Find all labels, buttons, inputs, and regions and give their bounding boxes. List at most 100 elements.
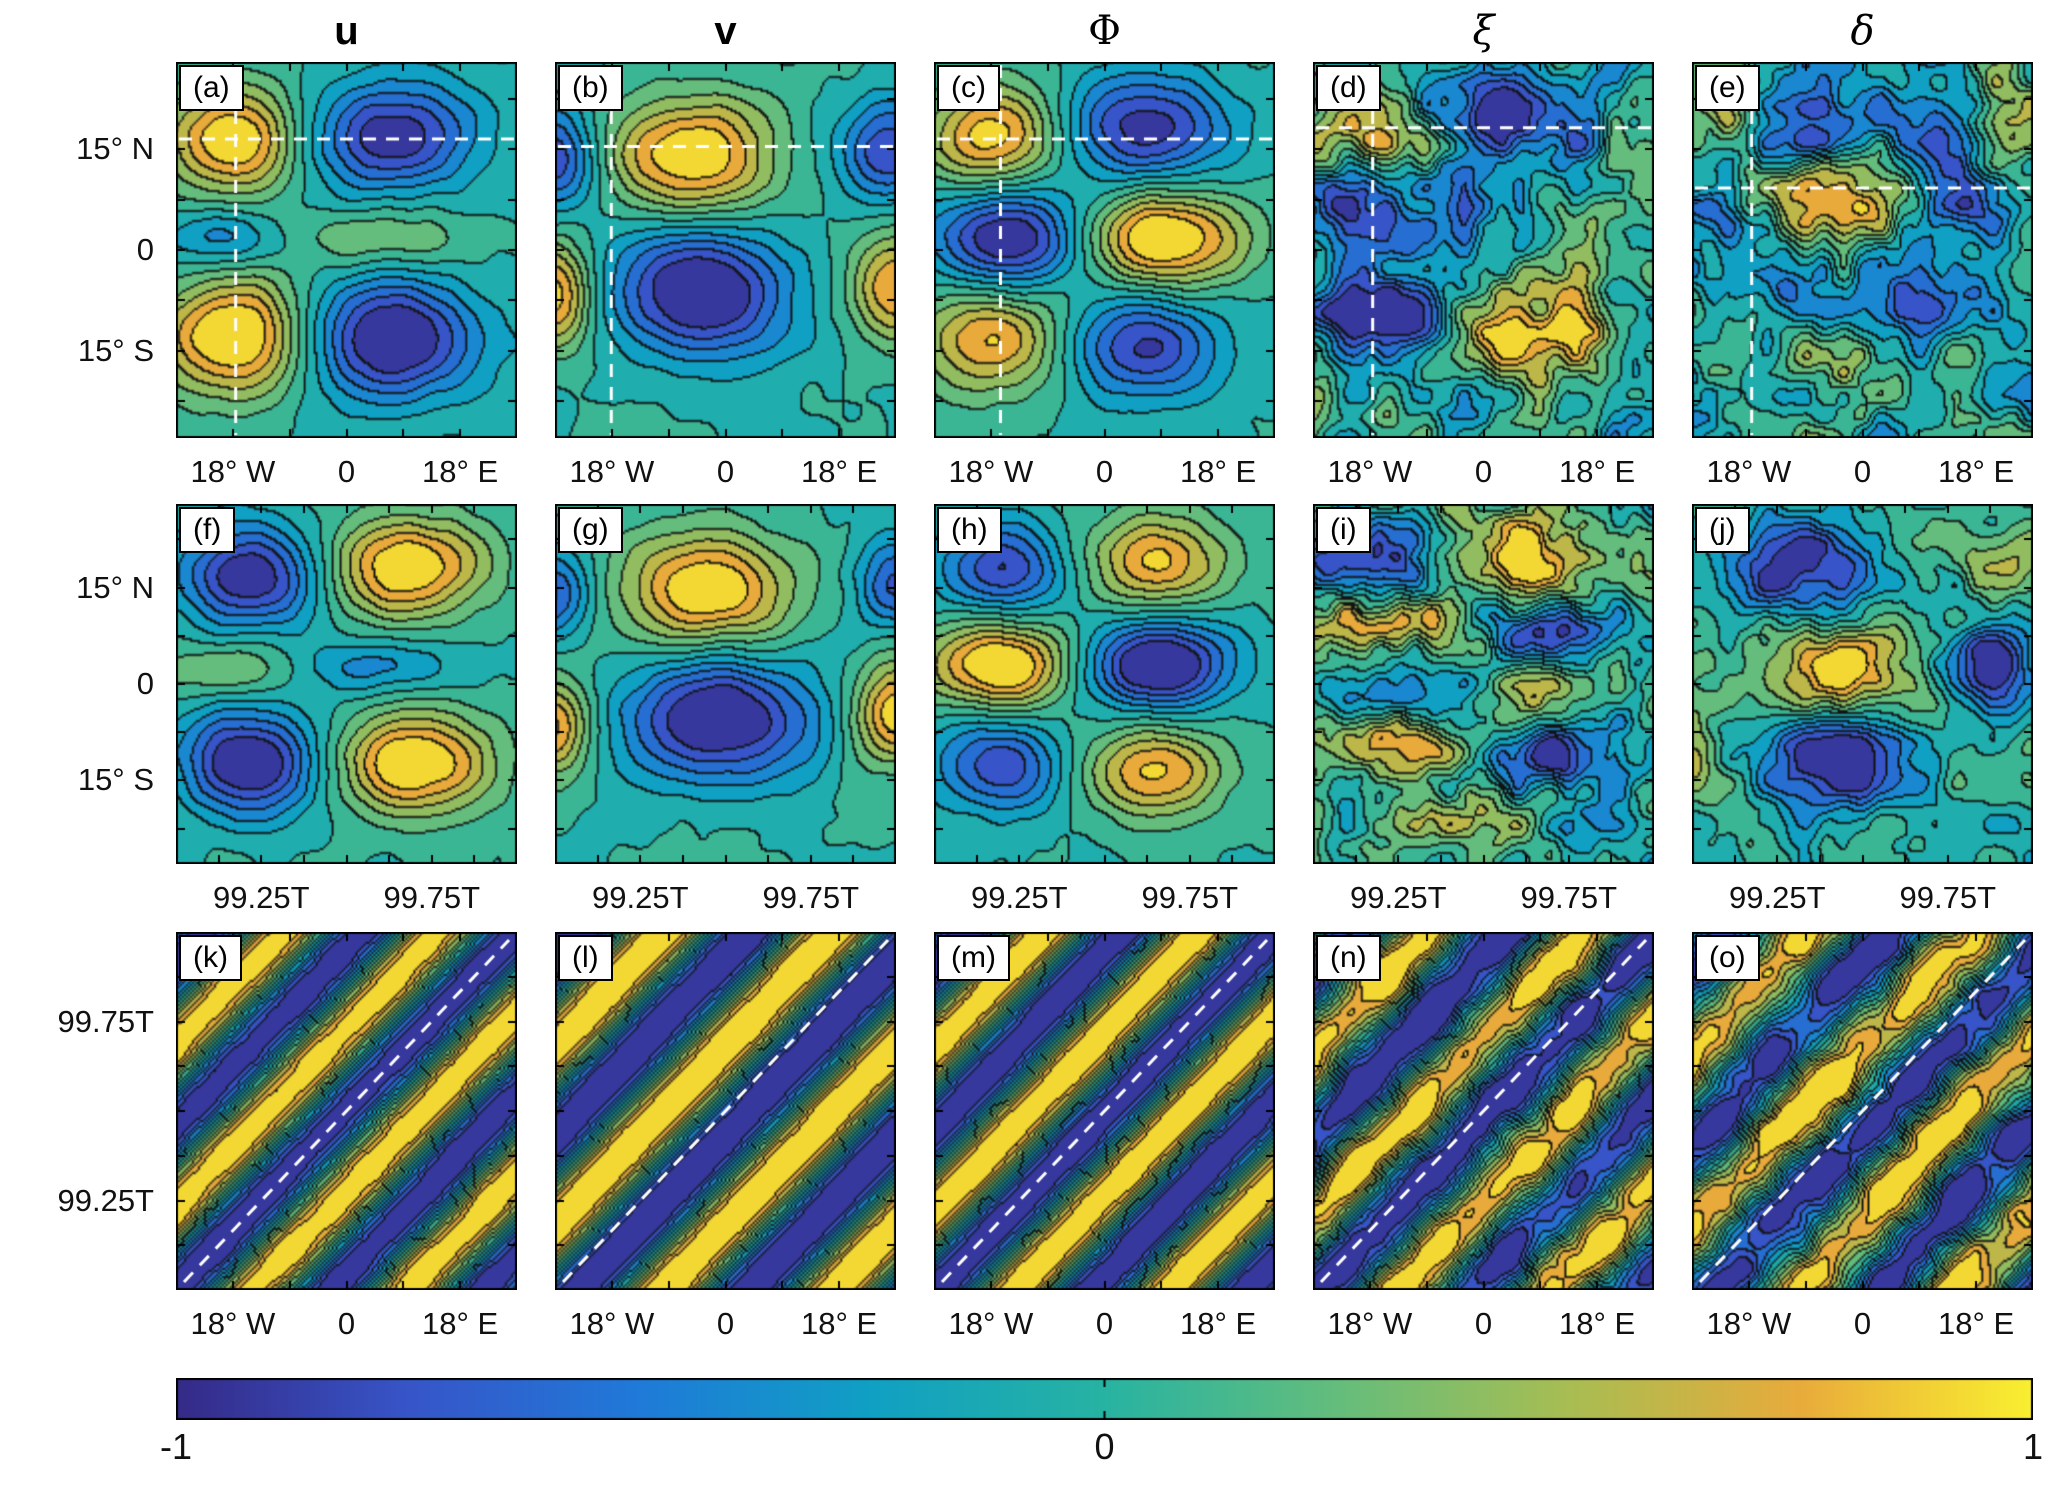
x-tick-labels: 18° W 0 18° E [1313,438,1654,504]
panel-m: (m) 18° W 0 18° E [934,932,1275,1354]
panel-tag-label: (i) [1316,507,1371,553]
x-tick-labels: 99.25T 99.75T [176,864,517,932]
contour-plot-canvas [1692,932,2033,1290]
x-tick-label: 18° E [800,454,878,489]
x-tick-label: 18° W [569,1306,655,1341]
panel-tag-label: (k) [179,935,242,981]
x-tick-label: 18° W [190,1306,276,1341]
x-tick-label: 18° E [421,1306,499,1341]
x-tick-label: 0 [1095,454,1114,489]
x-tick-labels: 99.25T 99.75T [555,864,896,932]
column-header-xi: ξ [1472,8,1495,54]
panel-tag-label: (h) [937,507,1002,553]
contour-plot-canvas [934,504,1275,864]
panel-n: (n) 18° W 0 18° E [1313,932,1654,1354]
x-tick-label: 0 [716,454,735,489]
x-tick-label: 0 [1095,1306,1114,1341]
colorbar-min-label: -1 [159,1426,193,1467]
x-tick-labels: 18° W 0 18° E [1692,1290,2033,1354]
x-tick-label: 18° W [1327,1306,1413,1341]
x-tick-label: 18° W [1706,454,1792,489]
x-tick-label: 18° E [800,1306,878,1341]
colorbar-labels: -1 0 1 [160,1420,2043,1474]
panel-g: (g) 99.25T 99.75T [555,504,896,932]
contour-plot-canvas [1313,932,1654,1290]
panel-f: (f) 99.25T 99.75T [176,504,517,932]
panel-o: (o) 18° W 0 18° E [1692,932,2033,1354]
panel-tag-label: (j) [1695,507,1750,553]
panel-i: (i) 99.25T 99.75T [1313,504,1654,932]
panel-tag-label: (o) [1695,935,1760,981]
x-tick-label: 18° E [421,454,499,489]
panel-b: (b) 18° W 0 18° E [555,62,896,504]
y-tick-label: 99.25T [57,1182,154,1218]
x-tick-label: 18° W [1706,1306,1792,1341]
x-tick-label: 18° E [1179,454,1257,489]
x-tick-labels: 18° W 0 18° E [1692,438,2033,504]
x-tick-label: 99.25T [1349,880,1447,915]
x-tick-labels: 18° W 0 18° E [934,1290,1275,1354]
contour-plot-canvas [1313,62,1654,438]
x-tick-label: 99.25T [1728,880,1826,915]
x-tick-label: 99.25T [212,880,310,915]
panel-j: (j) 99.25T 99.75T [1692,504,2033,932]
contour-plot-canvas [176,932,517,1290]
y-tick-label: 0 [136,666,154,701]
y-tick-label: 99.75T [57,1003,154,1039]
colorbar [176,1378,2033,1420]
x-tick-label: 0 [716,1306,735,1341]
panel-tag-label: (e) [1695,65,1760,111]
x-tick-labels: 18° W 0 18° E [934,438,1275,504]
column-header-u: u [334,9,359,53]
y-tick-label: 0 [136,232,154,267]
x-tick-labels: 99.25T 99.75T [1313,864,1654,932]
colorbar-section: -1 0 1 [160,1378,2043,1474]
panel-k: (k) 18° W 0 18° E [176,932,517,1354]
contour-plot-canvas [1692,62,2033,438]
colorbar-mid-label: 0 [1094,1426,1115,1467]
panel-tag-label: (m) [937,935,1010,981]
x-tick-labels: 99.25T 99.75T [934,864,1275,932]
panel-c: (c) 18° W 0 18° E [934,62,1275,504]
column-header-phi: Φ [1088,8,1121,54]
x-tick-label: 99.75T [1520,880,1618,915]
panel-tag-label: (g) [558,507,623,553]
x-tick-labels: 18° W 0 18° E [176,1290,517,1354]
y-tick-label: 15° N [76,569,154,605]
panel-e: (e) 18° W 0 18° E [1692,62,2033,504]
contour-plot-canvas [934,932,1275,1290]
x-tick-label: 18° E [1558,454,1636,489]
contour-plot-canvas [934,62,1275,438]
x-tick-label: 18° E [1179,1306,1257,1341]
panel-tag-label: (n) [1316,935,1381,981]
y-axis-labels: 99.75T 99.25T [0,932,164,1290]
x-tick-labels: 18° W 0 18° E [1313,1290,1654,1354]
x-tick-label: 0 [1474,1306,1493,1341]
x-tick-label: 0 [337,1306,356,1341]
x-tick-label: 0 [337,454,356,489]
contour-plot-canvas [1313,504,1654,864]
x-tick-label: 99.25T [970,880,1068,915]
panel-row-lat-time: 15° N 0 15° S (f) 99.25T 99.75T (g) 99.25T 9… [0,504,2067,932]
x-tick-label: 18° E [1558,1306,1636,1341]
y-tick-label: 15° N [76,131,154,167]
panel-tag-label: (d) [1316,65,1381,111]
x-tick-labels: 18° W 0 18° E [555,1290,896,1354]
contour-plot-canvas [555,62,896,438]
y-tick-label: 15° S [77,332,154,368]
x-tick-label: 0 [1853,454,1872,489]
x-tick-label: 18° W [190,454,276,489]
x-tick-label: 99.75T [1899,880,1997,915]
colorbar-max-label: 1 [2022,1426,2044,1467]
x-tick-label: 18° W [1327,454,1413,489]
column-headers: u v Φ ξ δ [176,6,2067,62]
x-tick-label: 0 [1853,1306,1872,1341]
x-tick-label: 99.25T [591,880,689,915]
x-tick-label: 18° W [948,1306,1034,1341]
column-header-v: v [714,9,737,53]
contour-plot-canvas [555,932,896,1290]
x-tick-label: 18° W [948,454,1034,489]
x-tick-label: 99.75T [1141,880,1239,915]
x-tick-label: 18° E [1937,1306,2015,1341]
